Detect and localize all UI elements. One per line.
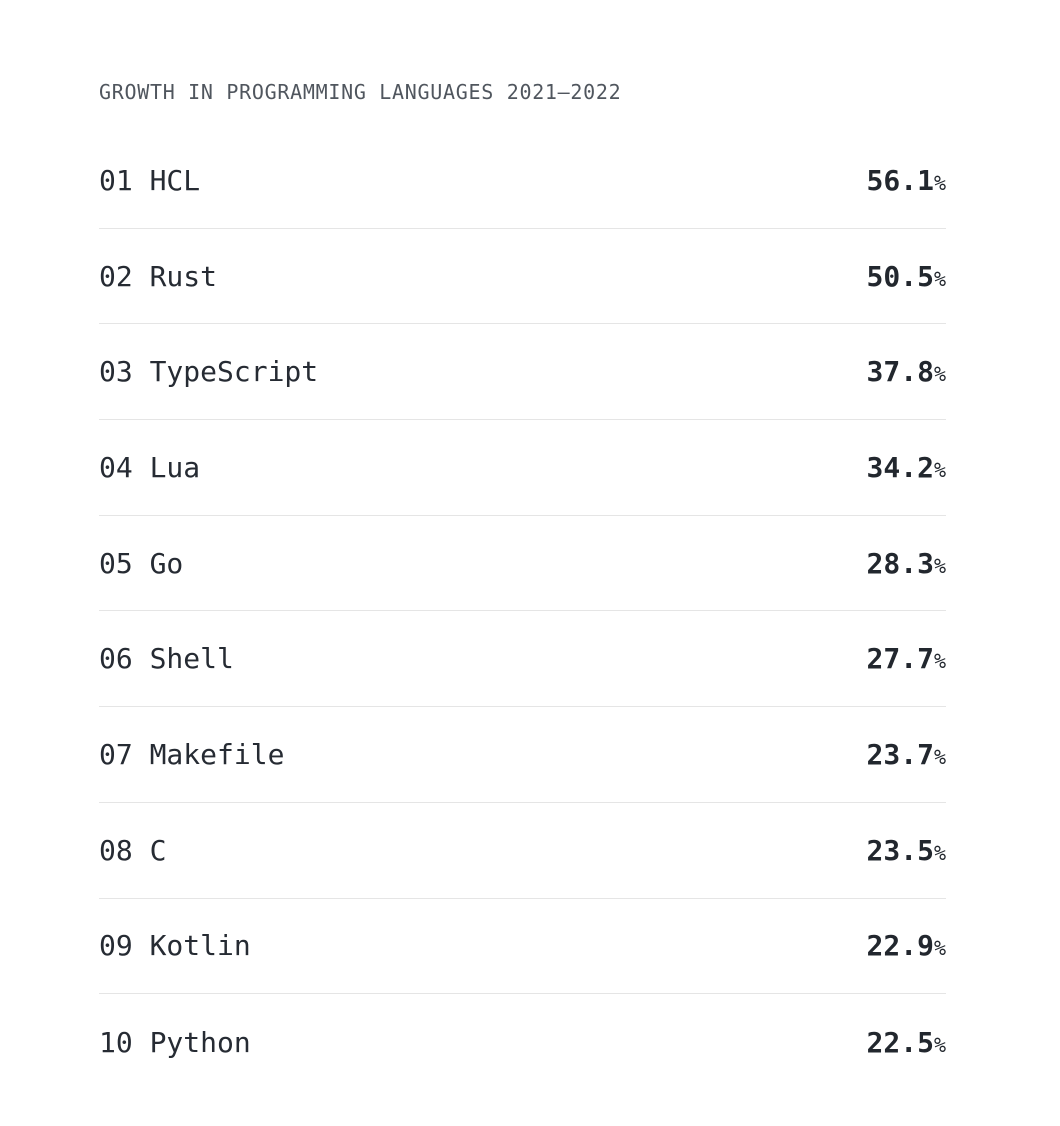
table-row: 05 Go 28.3% bbox=[99, 516, 946, 612]
row-value: 23.7% bbox=[867, 738, 946, 771]
percent-sign: % bbox=[933, 266, 946, 291]
percent-sign: % bbox=[933, 649, 946, 674]
row-label: 01 HCL bbox=[99, 164, 200, 197]
rank-number: 06 bbox=[99, 642, 133, 676]
table-row: 06 Shell 27.7% bbox=[99, 611, 946, 708]
growth-value: 56.1 bbox=[866, 163, 934, 197]
row-value: 27.7% bbox=[867, 642, 946, 675]
rank-number: 03 bbox=[99, 355, 133, 389]
percent-sign: % bbox=[933, 170, 946, 195]
rank-number: 10 bbox=[99, 1025, 133, 1059]
row-value: 28.3% bbox=[867, 547, 946, 580]
rank-number: 04 bbox=[99, 450, 133, 484]
row-label: 10 Python bbox=[99, 1026, 251, 1059]
table-row: 04 Lua 34.2% bbox=[99, 420, 946, 516]
row-label: 06 Shell bbox=[99, 642, 234, 675]
percent-sign: % bbox=[933, 1032, 946, 1057]
percent-sign: % bbox=[933, 744, 946, 769]
row-label: 04 Lua bbox=[99, 451, 200, 484]
growth-value: 23.7 bbox=[866, 737, 934, 771]
growth-value: 34.2 bbox=[866, 450, 934, 484]
rank-number: 01 bbox=[99, 163, 133, 197]
table-row: 07 Makefile 23.7% bbox=[99, 707, 946, 803]
language-name: Python bbox=[149, 1025, 251, 1059]
growth-value: 50.5 bbox=[866, 259, 934, 293]
row-label: 08 C bbox=[99, 834, 166, 867]
language-name: TypeScript bbox=[149, 355, 319, 389]
row-label: 02 Rust bbox=[99, 260, 217, 293]
table-row: 03 TypeScript 37.8% bbox=[99, 324, 946, 421]
language-name: Shell bbox=[149, 642, 234, 676]
table-row: 01 HCL 56.1% bbox=[99, 133, 946, 229]
row-value: 37.8% bbox=[867, 355, 946, 388]
row-label: 03 TypeScript bbox=[99, 355, 318, 388]
row-value: 22.5% bbox=[867, 1026, 946, 1059]
growth-value: 27.7 bbox=[866, 642, 934, 676]
row-label: 05 Go bbox=[99, 547, 183, 580]
percent-sign: % bbox=[933, 553, 946, 578]
growth-value: 28.3 bbox=[866, 546, 934, 580]
row-value: 23.5% bbox=[867, 834, 946, 867]
content-container: GROWTH IN PROGRAMMING LANGUAGES 2021–202… bbox=[99, 80, 946, 1090]
row-label: 09 Kotlin bbox=[99, 929, 251, 962]
language-name: Makefile bbox=[149, 737, 285, 771]
rank-number: 09 bbox=[99, 929, 133, 963]
language-name: HCL bbox=[149, 163, 201, 197]
table-row: 02 Rust 50.5% bbox=[99, 229, 946, 325]
percent-sign: % bbox=[933, 457, 946, 482]
row-value: 34.2% bbox=[867, 451, 946, 484]
row-value: 56.1% bbox=[867, 164, 946, 197]
table-row: 10 Python 22.5% bbox=[99, 994, 946, 1090]
language-name: C bbox=[149, 833, 167, 867]
rank-number: 08 bbox=[99, 833, 133, 867]
growth-value: 37.8 bbox=[866, 355, 934, 389]
language-name: Rust bbox=[149, 259, 217, 293]
growth-value: 23.5 bbox=[866, 833, 934, 867]
percent-sign: % bbox=[933, 936, 946, 961]
rank-number: 07 bbox=[99, 737, 133, 771]
row-value: 50.5% bbox=[867, 260, 946, 293]
rank-number: 05 bbox=[99, 546, 133, 580]
language-name: Lua bbox=[149, 450, 201, 484]
percent-sign: % bbox=[933, 362, 946, 387]
row-label: 07 Makefile bbox=[99, 738, 284, 771]
chart-title: GROWTH IN PROGRAMMING LANGUAGES 2021–202… bbox=[99, 80, 622, 104]
language-name: Kotlin bbox=[149, 929, 251, 963]
rank-number: 02 bbox=[99, 259, 133, 293]
percent-sign: % bbox=[933, 840, 946, 865]
growth-value: 22.5 bbox=[866, 1025, 934, 1059]
growth-value: 22.9 bbox=[866, 929, 934, 963]
table-row: 09 Kotlin 22.9% bbox=[99, 899, 946, 995]
language-name: Go bbox=[149, 546, 184, 580]
row-value: 22.9% bbox=[867, 929, 946, 962]
language-rank-list: 01 HCL 56.1% 02 Rust 50.5% 03 TypeScript 37… bbox=[99, 133, 946, 1090]
table-row: 08 C 23.5% bbox=[99, 803, 946, 899]
